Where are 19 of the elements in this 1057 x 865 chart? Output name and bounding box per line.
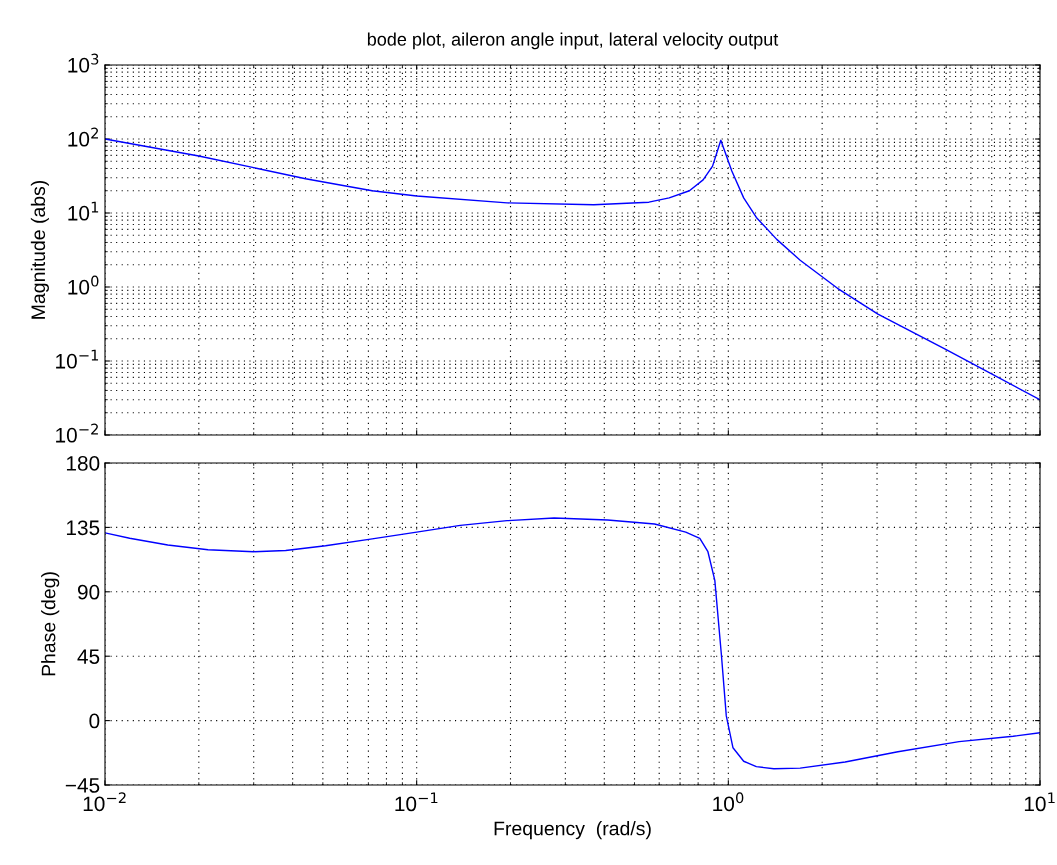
y-tick-label: 0 — [89, 713, 100, 729]
y-axis-title: Phase (deg) — [41, 572, 60, 676]
y-tick-label: 180 — [66, 456, 100, 471]
y-tick-label: −45 — [65, 778, 100, 793]
y-tick-label: 10$^{3}$ — [68, 53, 99, 73]
x-axis-title: Frequency (rad/s) — [494, 821, 651, 840]
y-tick-label: 10$^{−1}$ — [56, 349, 99, 369]
y-tick-label: 10$^{−2}$ — [56, 423, 98, 443]
x-tick-label: 10$^{1}$ — [1024, 792, 1055, 812]
x-tick-label: 10$^{−1}$ — [395, 792, 438, 812]
chart-title: bode plot, aileron angle input, lateral velocity output — [367, 32, 779, 50]
x-tick-label: 10$^{0}$ — [713, 792, 744, 812]
y-axis-title: Magnitude (abs) — [30, 180, 49, 319]
y-tick-label: 135 — [66, 520, 100, 536]
y-tick-label: 10$^{2}$ — [68, 127, 98, 147]
y-tick-label: 90 — [77, 584, 100, 600]
y-tick-label: 10$^{1}$ — [68, 201, 99, 221]
y-tick-label: 45 — [77, 649, 100, 664]
y-tick-label: 10$^{0}$ — [68, 275, 99, 295]
